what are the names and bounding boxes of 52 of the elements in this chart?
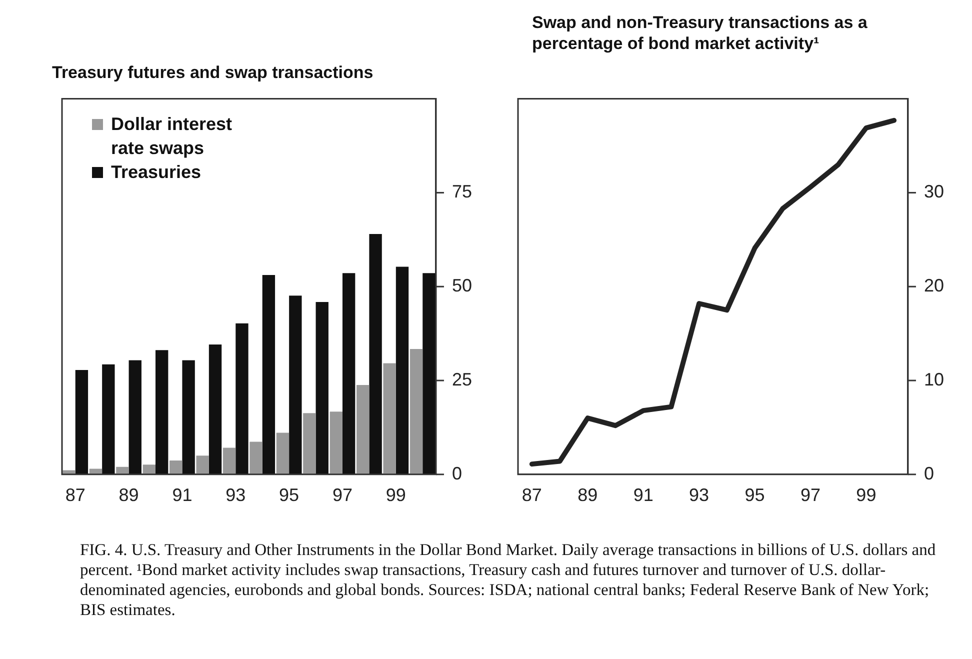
bar	[222, 448, 236, 474]
legend-label: Dollar interest rate swaps	[111, 113, 234, 160]
bar	[303, 413, 316, 474]
bar	[170, 460, 182, 474]
bar	[383, 363, 396, 474]
x-tick-label: 99	[856, 485, 876, 506]
bar	[236, 323, 248, 474]
x-tick-label: 89	[578, 485, 598, 506]
bar	[356, 385, 370, 474]
bar	[369, 234, 382, 474]
x-tick-label: 97	[332, 485, 352, 506]
x-tick-label: 99	[386, 485, 406, 506]
y-tick-label: 30	[924, 182, 944, 202]
x-tick-label: 93	[689, 485, 710, 506]
x-tick-label: 87	[522, 485, 542, 506]
bar	[208, 344, 222, 474]
y-tick-label: 0	[924, 463, 934, 484]
bar	[396, 266, 409, 474]
bar	[276, 432, 290, 474]
y-tick-label: 75	[452, 182, 472, 202]
x-tick-label: 91	[633, 485, 654, 506]
bar	[316, 302, 328, 474]
caption: FIG. 4. U.S. Treasury and Other Instruments in the Dollar Bond Market. Daily average transactions in billions of U.S. dollars and percent. ¹Bond market activity includes swap transactions, Treasury cash and futures turnover and turnover of U.S. dollar-denominated agencies, eurobonds and global bonds. Sources: ISDA; national central banks; Federal Reserve Bank of New York; BIS estimates.	[80, 540, 937, 620]
bar	[250, 442, 262, 474]
bar	[262, 274, 276, 474]
y-tick-label: 0	[452, 463, 462, 484]
bar	[75, 370, 88, 474]
chart-title: Swap and non-Treasury transactions as a percentage of bond market activity¹	[532, 12, 868, 54]
y-tick-label: 20	[924, 276, 944, 296]
x-tick-label: 97	[800, 485, 820, 506]
x-tick-label: 89	[118, 485, 139, 506]
bar	[155, 350, 168, 474]
bar	[102, 364, 115, 474]
y-tick-label: 10	[924, 369, 944, 390]
x-tick-label: 93	[226, 485, 246, 506]
x-tick-label: 87	[65, 485, 86, 506]
x-tick-label: 91	[172, 485, 192, 506]
bar	[330, 412, 342, 474]
x-tick-label: 95	[279, 485, 300, 506]
bar	[342, 273, 356, 474]
x-tick-label: 95	[744, 485, 765, 506]
bar	[196, 456, 209, 474]
bar	[289, 296, 302, 474]
bar	[142, 464, 156, 474]
y-tick-label: 25	[452, 369, 472, 390]
legend-label: Treasuries	[111, 161, 202, 184]
chart-title: Treasury futures and swap transactions	[52, 62, 374, 83]
bar	[182, 360, 195, 474]
y-tick-label: 50	[452, 276, 472, 296]
bar	[410, 348, 423, 474]
bar	[422, 273, 436, 474]
bar	[128, 360, 142, 474]
